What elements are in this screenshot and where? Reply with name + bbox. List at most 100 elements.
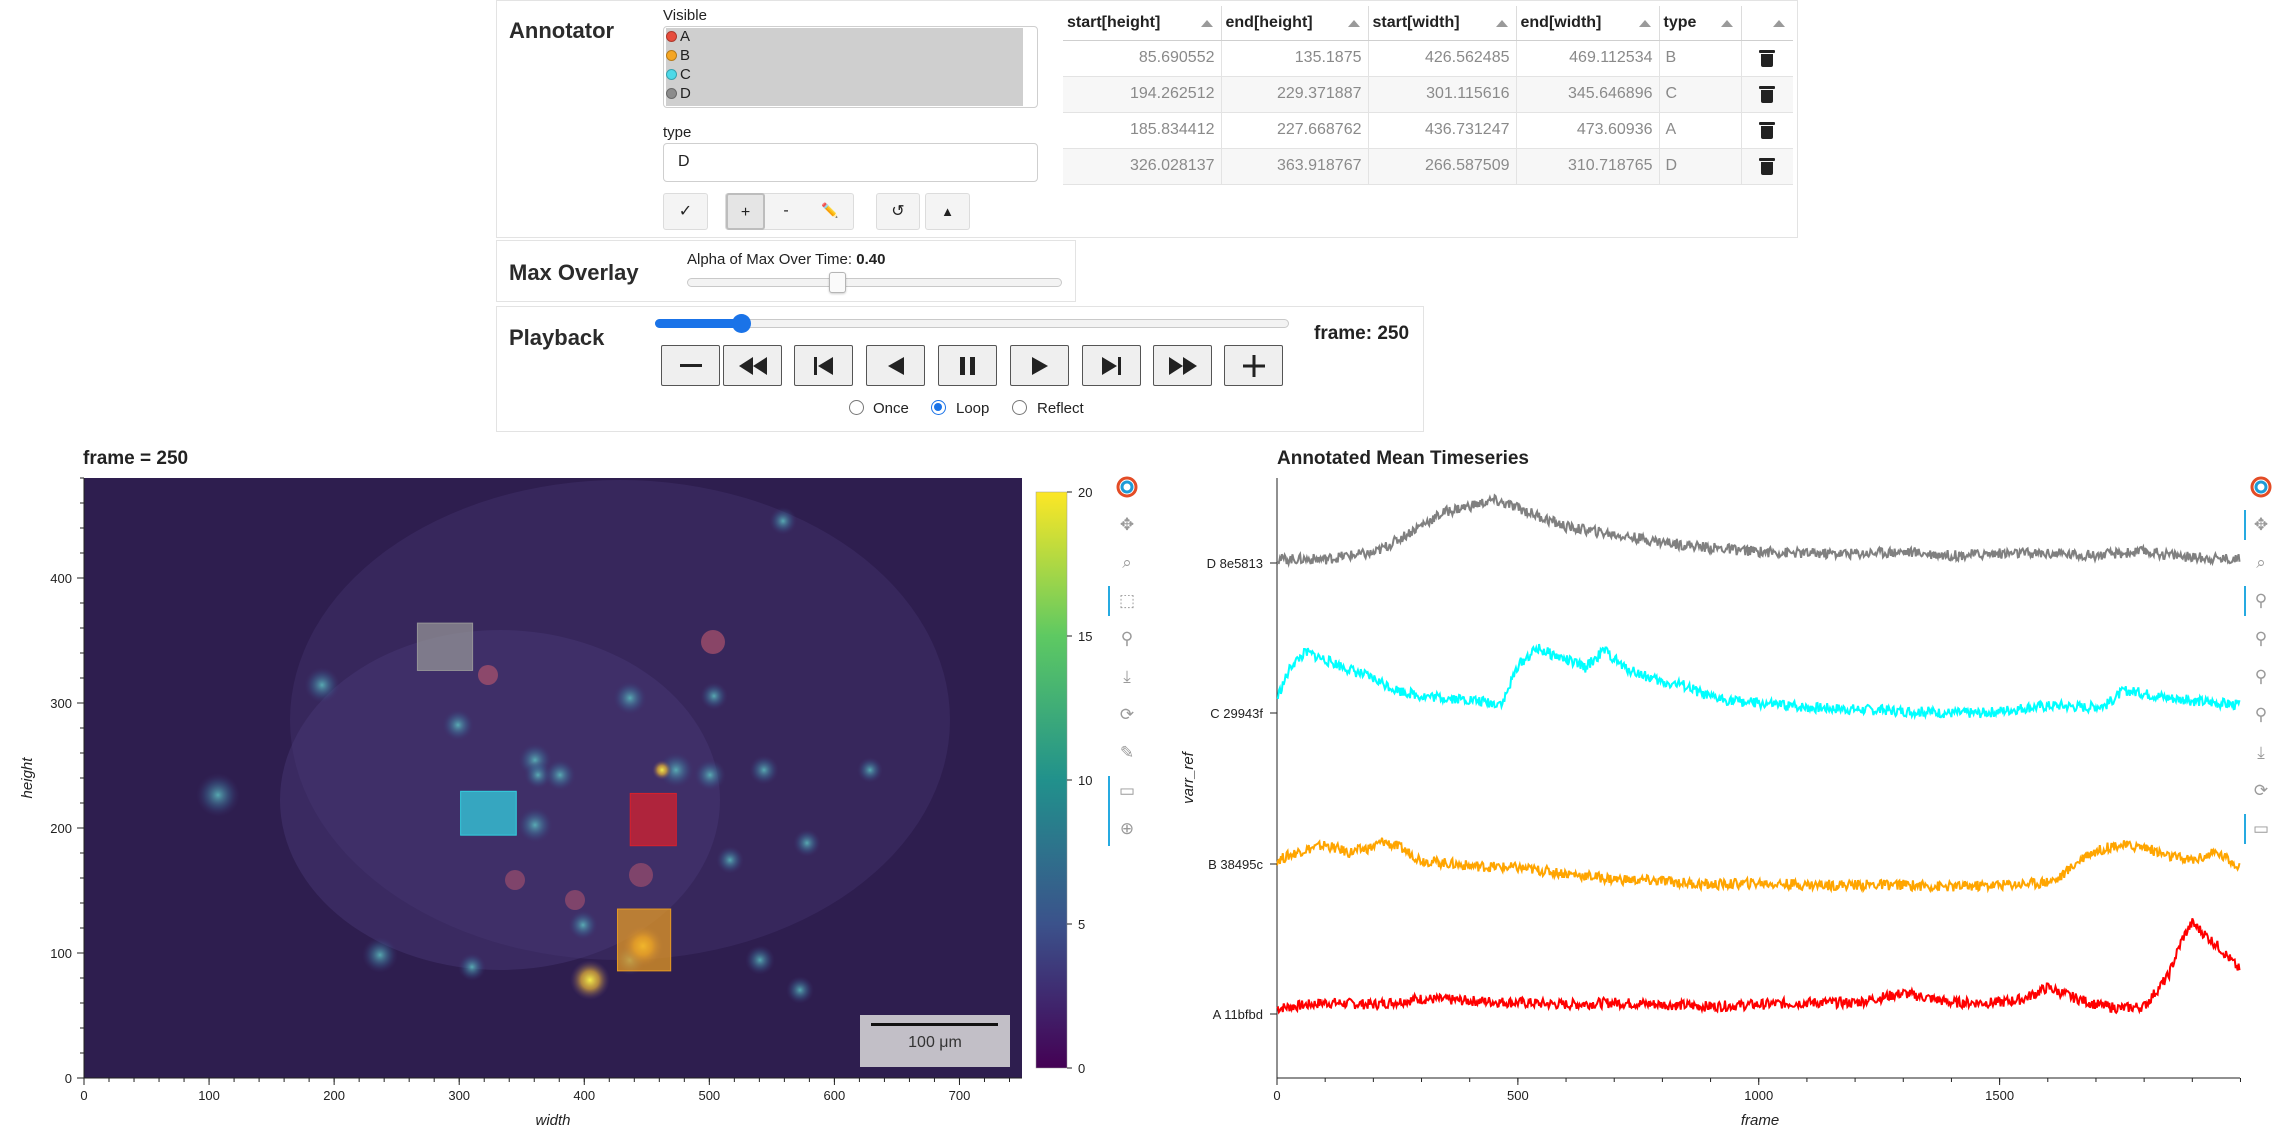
hover-icon[interactable]: ⚲	[1120, 629, 1134, 648]
last-frame-button[interactable]	[1082, 345, 1141, 386]
confirm-button[interactable]: ✓	[663, 193, 708, 230]
table-cell[interactable]: 436.731247	[1368, 112, 1517, 149]
bokeh-logo-icon[interactable]	[2250, 476, 2272, 498]
trash-icon[interactable]	[1759, 85, 1776, 103]
table-cell[interactable]: 266.587509	[1368, 148, 1517, 185]
table-row[interactable]: 185.834412 227.668762 436.731247 473.609…	[1063, 112, 1793, 149]
column-header-start-width[interactable]: start[width]	[1368, 6, 1517, 41]
table-cell[interactable]: 185.834412	[1063, 112, 1222, 149]
table-cell[interactable]: 194.262512	[1063, 76, 1222, 113]
bokeh-logo-icon[interactable]	[1116, 476, 1138, 498]
trash-icon[interactable]	[1759, 157, 1776, 175]
delete-cell[interactable]	[1741, 112, 1793, 149]
box-edit-icon[interactable]: ⬚	[1118, 591, 1136, 610]
step-backward-button[interactable]	[866, 345, 925, 386]
delete-cell[interactable]	[1741, 76, 1793, 113]
table-row[interactable]: 326.028137 363.918767 266.587509 310.718…	[1063, 148, 1793, 185]
table-cell[interactable]: 363.918767	[1221, 148, 1369, 185]
visible-option-c[interactable]: C	[666, 66, 691, 84]
active-tool-marker	[2244, 814, 2246, 844]
column-header-end-width[interactable]: end[width]	[1516, 6, 1660, 41]
hover-icon[interactable]: ⚲	[2254, 667, 2268, 686]
visible-multiselect[interactable]: A B C D	[663, 26, 1038, 108]
reset-icon[interactable]: ⟳	[1119, 705, 1135, 724]
table-cell[interactable]: A	[1659, 112, 1742, 149]
first-frame-button[interactable]	[794, 345, 853, 386]
table-row[interactable]: 85.690552 135.1875 426.562485 469.112534…	[1063, 40, 1793, 77]
edit-box-button[interactable]: ✏️	[821, 202, 839, 218]
table-cell[interactable]: 229.371887	[1221, 76, 1369, 113]
table-cell[interactable]: C	[1659, 76, 1742, 113]
pan-icon[interactable]: ✥	[1119, 515, 1135, 534]
loop-mode-once-radio[interactable]	[849, 400, 864, 415]
alpha-slider-handle[interactable]	[829, 272, 846, 293]
column-header-end-height[interactable]: end[height]	[1221, 6, 1369, 41]
visible-option-a[interactable]: A	[666, 28, 690, 46]
x-tick-label: 200	[323, 1088, 345, 1103]
y-tick-label: 0	[65, 1071, 72, 1086]
faster-button[interactable]	[1224, 345, 1283, 386]
freehand-draw-icon[interactable]: ✎	[1119, 743, 1135, 762]
crosshair-icon[interactable]: ⊕	[1119, 819, 1135, 838]
loop-mode-loop-radio[interactable]	[931, 400, 946, 415]
table-cell[interactable]: 426.562485	[1368, 40, 1517, 77]
sort-icon[interactable]	[1200, 20, 1213, 27]
reset-icon[interactable]: ⟳	[2253, 781, 2269, 800]
table-row[interactable]: 194.262512 229.371887 301.115616 345.646…	[1063, 76, 1793, 113]
table-cell[interactable]: D	[1659, 148, 1742, 185]
column-header-type[interactable]: type	[1659, 6, 1742, 41]
table-cell[interactable]: 473.60936	[1516, 112, 1660, 149]
tooltip-icon[interactable]: ▭	[1118, 781, 1136, 800]
column-header-start-height[interactable]: start[height]	[1063, 6, 1222, 41]
slower-button[interactable]	[661, 345, 720, 386]
column-header-actions[interactable]	[1741, 6, 1793, 41]
loop-mode-reflect-radio[interactable]	[1012, 400, 1027, 415]
table-cell[interactable]: 135.1875	[1221, 40, 1369, 77]
fast-forward-button[interactable]	[1153, 345, 1212, 386]
move-up-button[interactable]: ▲	[925, 193, 970, 230]
sort-icon[interactable]	[1773, 20, 1785, 27]
trash-icon[interactable]	[1759, 121, 1776, 139]
sort-icon[interactable]	[1347, 20, 1360, 27]
add-box-button[interactable]: +	[726, 193, 765, 230]
table-cell[interactable]: 85.690552	[1063, 40, 1222, 77]
play-button[interactable]	[1010, 345, 1069, 386]
box-zoom-icon[interactable]: ⌕	[2256, 553, 2266, 572]
save-icon[interactable]: ⤓	[2257, 743, 2265, 762]
undo-button[interactable]: ↺	[876, 193, 920, 230]
alpha-slider-track[interactable]	[687, 278, 1062, 287]
visible-option-d[interactable]: D	[666, 85, 691, 103]
fast-forward-icon	[1168, 356, 1197, 375]
save-icon[interactable]: ⤓	[1123, 667, 1131, 686]
annotation-table[interactable]: start[height] end[height] start[width] e…	[1063, 6, 1793, 185]
type-input[interactable]: D	[663, 143, 1038, 182]
sort-icon[interactable]	[1495, 20, 1508, 27]
pause-button[interactable]	[938, 345, 997, 386]
hover-icon[interactable]: ⚲	[2254, 705, 2268, 724]
table-cell[interactable]: 469.112534	[1516, 40, 1660, 77]
table-cell[interactable]: 227.668762	[1221, 112, 1369, 149]
table-cell[interactable]: 345.646896	[1516, 76, 1660, 113]
sort-icon[interactable]	[1638, 20, 1651, 27]
table-cell[interactable]: 310.718765	[1516, 148, 1660, 185]
timeseries-plot[interactable]: 0 500 1000 1500 A 11bfbd B 38495c C 29943f D 8…	[1160, 470, 2250, 1137]
sort-icon[interactable]	[1720, 20, 1733, 27]
delete-cell[interactable]	[1741, 148, 1793, 185]
visible-option-b[interactable]: B	[666, 47, 690, 65]
x-axis-label: frame	[1741, 1112, 1779, 1129]
tooltip-icon[interactable]: ▭	[2252, 819, 2270, 838]
delete-cell[interactable]	[1741, 40, 1793, 77]
box-zoom-icon[interactable]: ⌕	[1122, 553, 1132, 572]
trash-icon[interactable]	[1759, 49, 1776, 67]
hover-icon[interactable]: ⚲	[2254, 591, 2268, 610]
table-cell[interactable]: B	[1659, 40, 1742, 77]
table-cell[interactable]: 326.028137	[1063, 148, 1222, 185]
remove-box-button[interactable]: -	[783, 202, 789, 219]
pan-icon[interactable]: ✥	[2253, 515, 2269, 534]
image-plot[interactable]: 100 μm 0 100 200 300 400 500 600 700 0100200300…	[0, 470, 1110, 1137]
frame-slider-handle[interactable]	[731, 314, 751, 333]
table-cell[interactable]: 301.115616	[1368, 76, 1517, 113]
fast-backward-button[interactable]	[723, 345, 782, 386]
hover-icon[interactable]: ⚲	[2254, 629, 2268, 648]
frame-slider-fill	[655, 319, 741, 328]
